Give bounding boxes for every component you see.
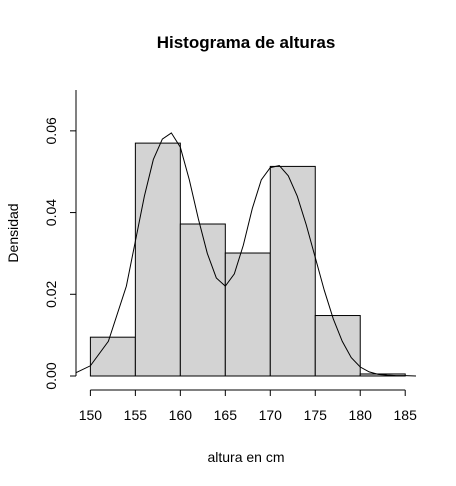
histogram-bars [89,142,406,377]
x-axis-label: altura en cm [207,449,284,465]
y-tick-label-0: 0.00 [43,362,59,389]
histogram-bar-155-160 [134,142,181,377]
x-tick-label-165: 165 [214,407,238,423]
y-axis: 0.00 0.02 0.04 0.06 [43,90,77,390]
histogram-bar-165-170 [224,252,271,377]
y-axis-label: Densidad [5,203,21,262]
x-tick-label-150: 150 [79,407,103,423]
histogram-bar-170-175 [269,165,316,377]
x-tick-label-155: 155 [124,407,148,423]
x-tick-label-175: 175 [304,407,328,423]
x-tick-label-180: 180 [349,407,373,423]
density-curve [75,132,417,377]
histogram-bar-160-165 [179,223,226,377]
x-axis: 150 155 160 165 170 175 180 185 [79,389,418,423]
y-tick-label-2: 0.04 [43,199,59,226]
y-tick-label-1: 0.02 [43,280,59,307]
x-tick-label-160: 160 [169,407,193,423]
chart-title: Histograma de alturas [157,33,336,52]
histogram-bar-150-155 [89,336,136,377]
y-tick-label-3: 0.06 [43,117,59,144]
histogram-bar-175-180 [314,315,361,377]
x-tick-label-170: 170 [259,407,283,423]
x-tick-label-185: 185 [394,407,418,423]
